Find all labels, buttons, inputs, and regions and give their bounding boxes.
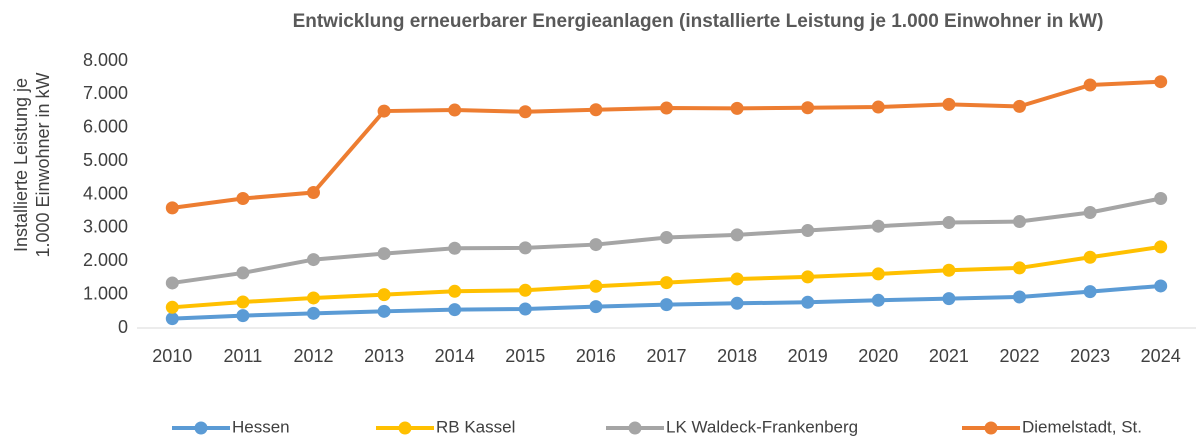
x-tick-label: 2021 — [929, 346, 969, 366]
data-point — [518, 241, 532, 255]
data-point — [660, 298, 673, 312]
data-point — [307, 185, 320, 199]
data-point — [307, 253, 320, 267]
data-point — [1083, 250, 1097, 264]
data-point — [589, 238, 603, 252]
data-point — [730, 101, 744, 115]
x-tick-label: 2013 — [364, 346, 404, 366]
chart-title: Entwicklung erneuerbarer Energieanlagen … — [293, 11, 1104, 32]
data-point — [1083, 285, 1097, 299]
data-point — [942, 292, 956, 306]
data-point — [801, 270, 815, 284]
data-point — [1083, 206, 1097, 220]
legend-label: LK Waldeck-Frankenberg — [666, 417, 858, 436]
legend-marker — [628, 421, 642, 435]
x-tick-label: 2014 — [435, 346, 475, 366]
x-tick-label: 2018 — [717, 346, 757, 366]
data-point — [660, 231, 673, 245]
data-point — [448, 103, 462, 117]
x-tick-label: 2010 — [152, 346, 192, 366]
data-point — [589, 103, 603, 117]
y-tick-label: 0 — [118, 317, 128, 337]
data-point — [236, 295, 250, 309]
x-tick-label: 2022 — [999, 346, 1039, 366]
data-point — [307, 291, 320, 305]
legend-label: Hessen — [232, 417, 290, 436]
y-axis-label: 1.000 Einwohner in kW — [33, 72, 53, 257]
data-point — [1154, 192, 1168, 206]
data-point — [1083, 78, 1097, 92]
data-point — [236, 266, 250, 280]
data-point — [871, 267, 885, 281]
data-point — [518, 302, 532, 316]
y-tick-label: 7.000 — [83, 83, 128, 103]
data-point — [448, 284, 462, 298]
data-point — [942, 97, 956, 111]
data-point — [1013, 99, 1026, 113]
data-point — [589, 300, 603, 314]
data-point — [165, 312, 179, 326]
data-point — [801, 101, 815, 115]
data-point — [801, 224, 815, 238]
data-point — [942, 216, 956, 230]
x-tick-label: 2020 — [858, 346, 898, 366]
data-point — [236, 309, 250, 323]
legend-label: Diemelstadt, St. — [1022, 417, 1142, 436]
data-point — [448, 241, 462, 255]
x-tick-label: 2016 — [576, 346, 616, 366]
legend-marker — [398, 421, 412, 435]
data-point — [660, 276, 673, 290]
data-point — [236, 192, 250, 206]
x-tick-label: 2017 — [646, 346, 686, 366]
data-point — [377, 104, 391, 118]
x-tick-label: 2015 — [505, 346, 545, 366]
x-tick-label: 2024 — [1141, 346, 1181, 366]
x-tick-label: 2011 — [224, 346, 263, 366]
data-point — [1013, 215, 1026, 229]
y-tick-label: 4.000 — [83, 183, 128, 203]
data-point — [518, 283, 532, 297]
y-tick-label: 3.000 — [83, 217, 128, 237]
data-point — [165, 300, 179, 314]
data-point — [730, 228, 744, 242]
y-tick-label: 8.000 — [83, 50, 128, 70]
legend-marker — [194, 421, 208, 435]
data-point — [377, 247, 391, 261]
y-tick-label: 6.000 — [83, 117, 128, 137]
y-tick-label: 1.000 — [83, 283, 128, 303]
data-point — [871, 100, 885, 114]
data-point — [589, 279, 603, 293]
legend-marker — [984, 421, 998, 435]
data-point — [518, 105, 532, 119]
data-point — [307, 306, 320, 320]
legend-label: RB Kassel — [436, 417, 515, 436]
y-axis-label: Installierte Leistung je — [11, 78, 31, 252]
data-point — [730, 296, 744, 310]
data-point — [871, 219, 885, 233]
series-line — [172, 79, 1161, 210]
data-point — [942, 263, 956, 277]
data-point — [660, 101, 673, 115]
y-tick-label: 2.000 — [83, 250, 128, 270]
x-tick-label: 2012 — [293, 346, 333, 366]
data-point — [165, 201, 179, 215]
data-point — [377, 288, 391, 302]
data-point — [1013, 290, 1026, 304]
data-point — [801, 295, 815, 309]
y-tick-label: 5.000 — [83, 150, 128, 170]
data-point — [448, 303, 462, 317]
data-point — [1154, 279, 1168, 293]
data-point — [730, 272, 744, 286]
data-point — [377, 304, 391, 318]
x-tick-label: 2019 — [788, 346, 828, 366]
data-point — [1154, 75, 1168, 89]
data-point — [871, 293, 885, 307]
data-point — [165, 276, 179, 290]
data-point — [1154, 240, 1168, 254]
data-point — [1013, 261, 1026, 275]
x-tick-label: 2023 — [1070, 346, 1110, 366]
